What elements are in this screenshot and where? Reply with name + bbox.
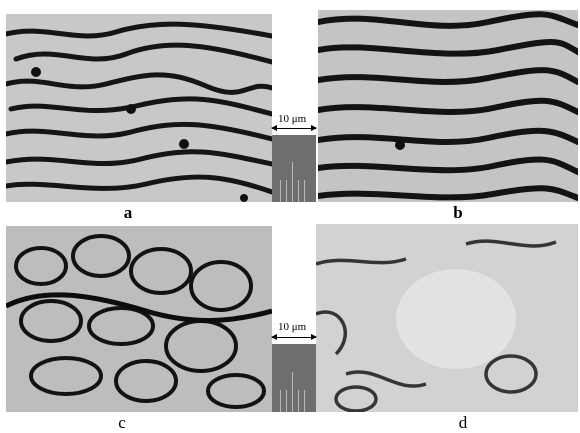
panel-label-c: c (118, 413, 126, 432)
micrograph-b (318, 10, 578, 202)
scale-bar-arrow-bottom (271, 334, 317, 340)
panel-label-d: d (458, 413, 468, 432)
scale-bar-arrow-top (271, 125, 317, 131)
panel-label-b: b (453, 203, 463, 222)
micrograph-a (6, 14, 272, 202)
stripe-pattern-a (6, 14, 272, 202)
stripe-pattern-b (318, 10, 578, 202)
scale-bar-block-top (272, 135, 316, 202)
micrograph-d (316, 224, 578, 412)
texture-pattern-d (316, 224, 578, 412)
panel-label-a: a (123, 203, 133, 222)
scale-bar-label-bottom: 10 μm (278, 321, 307, 333)
scale-bar-label-top: 10 μm (278, 113, 307, 125)
texture-pattern-c (6, 226, 272, 412)
scale-bar-block-bottom (272, 344, 316, 412)
micrograph-c (6, 226, 272, 412)
